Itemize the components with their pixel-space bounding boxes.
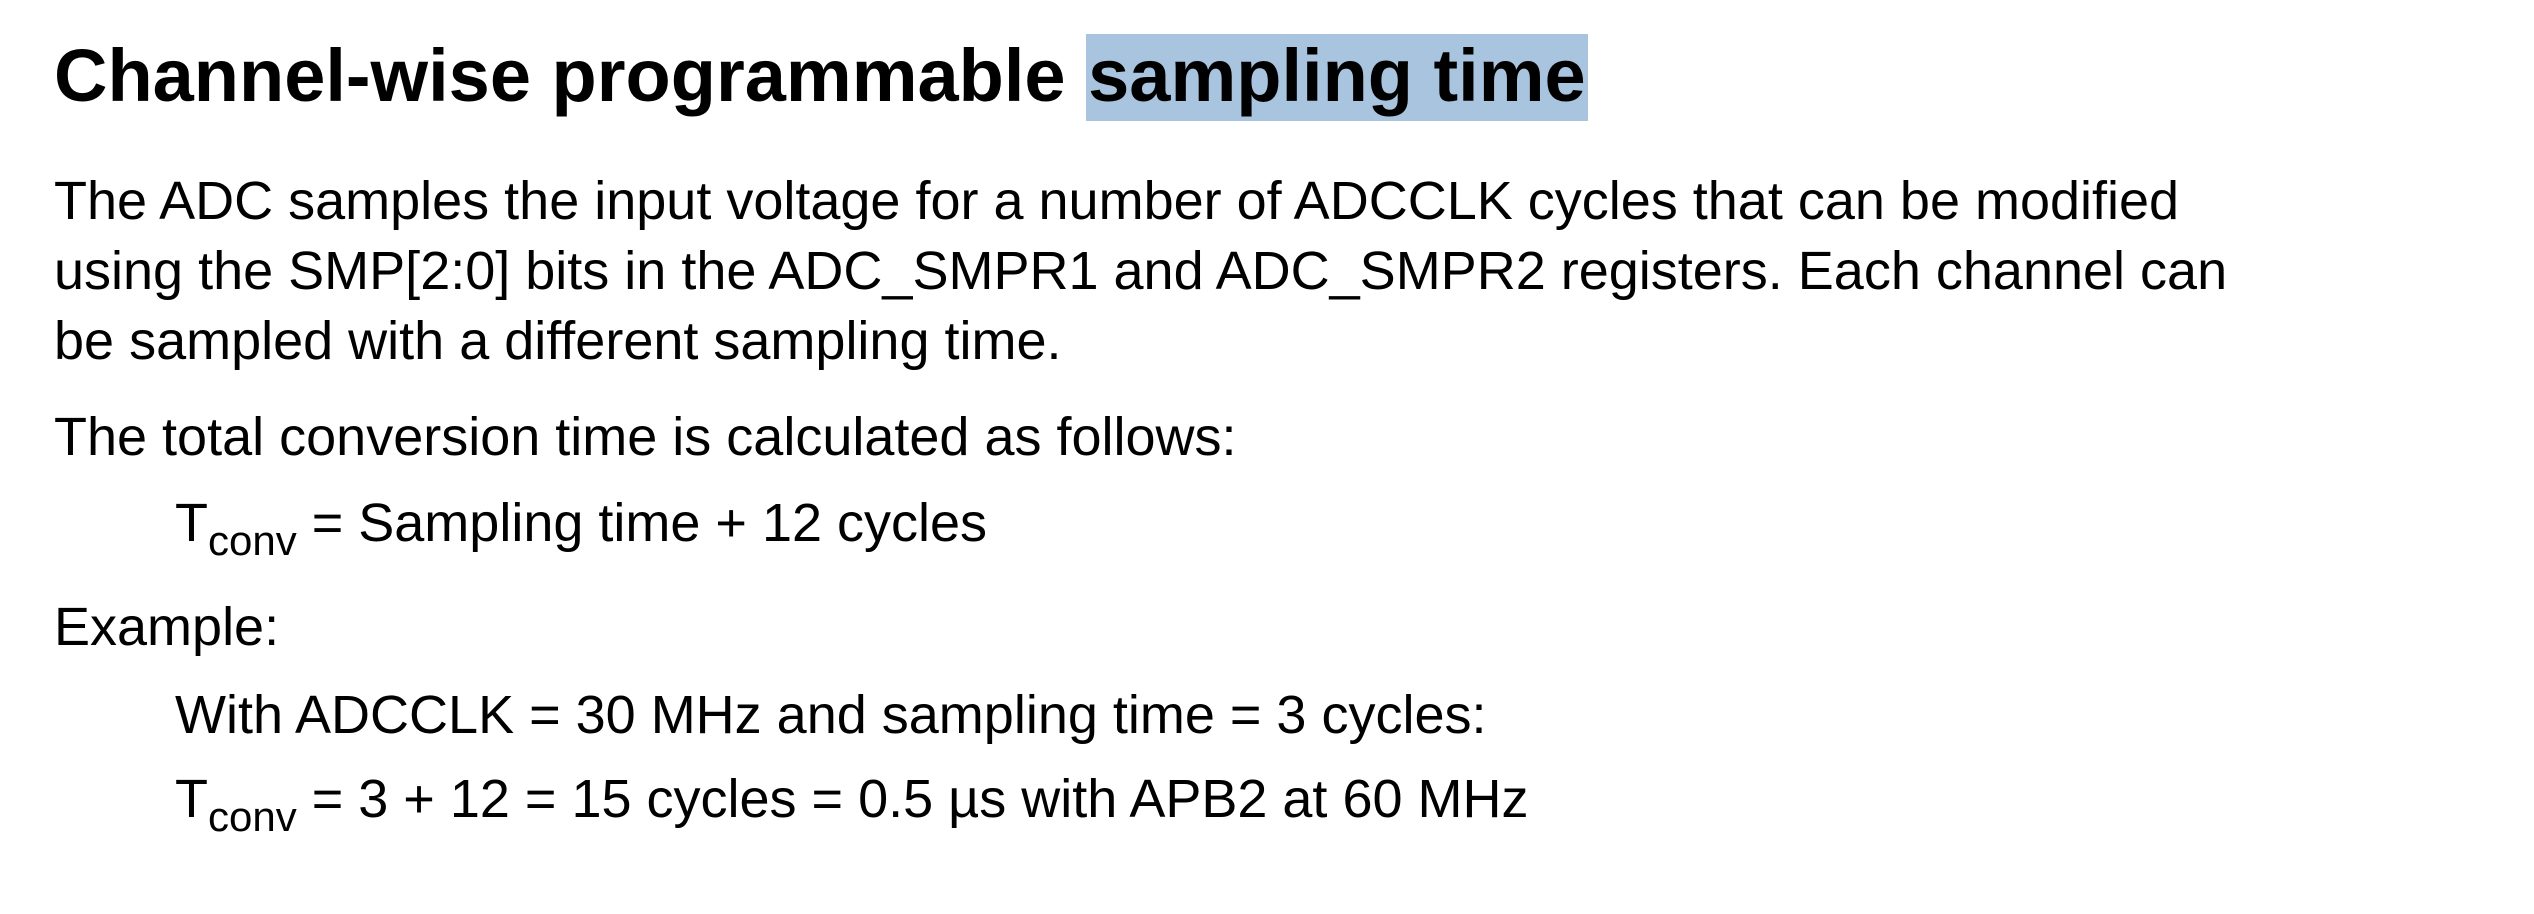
example-line-1: With ADCCLK = 30 MHz and sampling time =…: [175, 685, 1487, 745]
example-subscript: conv: [208, 793, 297, 840]
conversion-time-paragraph: The total conversion time is calculated …: [54, 407, 1237, 467]
example-line-2: Tconv = 3 + 12 = 15 cycles = 0.5 µs with…: [175, 764, 1529, 838]
conversion-formula: Tconv = Sampling time + 12 cycles: [175, 488, 988, 562]
formula-symbol: T: [175, 493, 208, 553]
section-heading: Channel-wise programmable sampling time: [54, 26, 1588, 126]
example-expression: = 3 + 12 = 15 cycles = 0.5 µs with APB2 …: [296, 769, 1529, 829]
intro-line-3: be sampled with a different sampling tim…: [54, 311, 1062, 371]
selected-text-highlight[interactable]: sampling time: [1086, 34, 1588, 121]
formula-subscript: conv: [208, 517, 297, 564]
example-label: Example:: [54, 597, 280, 657]
intro-line-1: The ADC samples the input voltage for a …: [54, 171, 2180, 231]
document-page: Channel-wise programmable sampling time …: [54, 0, 2514, 914]
heading-text: Channel-wise programmable: [54, 34, 1087, 117]
example-symbol: T: [175, 769, 208, 829]
intro-paragraph: The ADC samples the input voltage for a …: [54, 166, 2227, 376]
formula-expression: = Sampling time + 12 cycles: [296, 493, 988, 553]
intro-line-2: using the SMP[2:0] bits in the ADC_SMPR1…: [54, 241, 2228, 301]
